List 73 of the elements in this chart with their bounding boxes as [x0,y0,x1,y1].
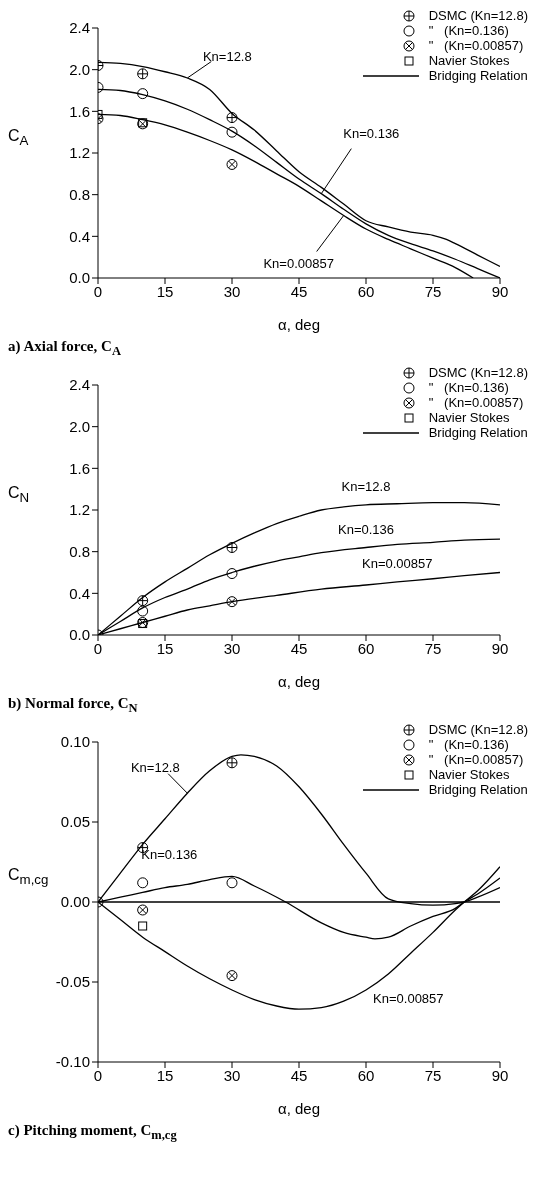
x-tick-label: 45 [290,1066,308,1084]
y-tick-label: 2.4 [69,376,90,394]
annotation: Kn=12.8 [341,479,391,495]
legend-label: Navier Stokes [428,410,510,425]
legend-label: Navier Stokes [428,53,510,68]
legend-label: " (Kn=0.136) [428,23,509,38]
x-tick-label: 30 [223,1066,241,1084]
legend-label: " (Kn=0.00857) [428,395,524,410]
legend-label: " (Kn=0.136) [428,737,509,752]
y-tick-label: 2.0 [69,417,90,435]
x-axis-title: α, deg [277,673,321,690]
y-tick-label: 1.6 [69,459,90,477]
annotation: Kn=0.136 [141,846,198,862]
text: c) Pitching moment, C$_{m,cg}$ [8,1122,178,1143]
y-tick-label: 1.6 [69,102,90,120]
y-tick-label: 2.0 [69,60,90,78]
annotation: Kn=12.8 [130,759,180,775]
y-tick-label: 0.4 [69,227,90,245]
x-tick-label: 30 [223,282,241,300]
legend-label: " (Kn=0.136) [428,380,509,395]
y-tick-label: -0.10 [55,1053,90,1071]
text: b) Normal force, C$_{N}$ [8,695,139,716]
annotation: Kn=0.136 [337,522,395,537]
y-tick-label: -0.05 [55,973,90,991]
annotation: Kn=0.136 [343,126,400,142]
y-tick-label: 2.4 [69,19,90,37]
x-tick-label: 75 [424,282,442,300]
y-tick-label: 0.8 [69,542,90,560]
x-tick-label: 75 [424,1066,442,1084]
x-tick-label: 30 [223,639,241,657]
x-tick-label: 45 [290,639,308,657]
x-tick-label: 0 [93,1066,103,1084]
x-tick-label: 45 [290,282,308,300]
y-axis-title: C$_{N}$ [8,483,30,505]
x-tick-label: 60 [357,1066,375,1084]
legend-label: Bridging Relation [428,425,528,440]
x-tick-label: 15 [156,639,174,657]
legend-label: Navier Stokes [428,767,510,782]
annotation: Kn=0.00857 [263,256,334,271]
legend-label: Bridging Relation [428,68,528,83]
x-tick-label: 0 [93,282,103,300]
x-tick-label: 90 [491,1066,509,1084]
x-tick-label: 60 [357,282,375,300]
x-tick-label: 15 [156,1066,174,1084]
x-axis-title: α, deg [277,1100,321,1117]
y-tick-label: 0.8 [69,185,90,203]
y-axis-title: C$_{A}$ [8,126,29,148]
x-tick-label: 60 [357,639,375,657]
y-tick-label: 0.00 [60,893,90,911]
annotation: Kn=0.00857 [373,990,444,1006]
annotation: Kn=0.00857 [362,556,433,572]
legend-label: " (Kn=0.00857) [428,752,524,767]
annotation: Kn=12.8 [202,48,252,64]
text: a) Axial force, C$_{A}$ [8,338,122,359]
y-tick-label: 0.4 [69,584,90,602]
legend-label: Bridging Relation [428,782,528,797]
y-tick-label: 1.2 [69,501,90,519]
x-tick-label: 15 [156,282,174,300]
legend-label: DSMC (Kn=12.8) [428,365,528,380]
x-tick-label: 90 [491,639,509,657]
y-tick-label: 0.0 [69,269,90,287]
y-tick-label: 1.2 [69,144,90,162]
y-tick-label: 0.05 [60,813,90,831]
x-tick-label: 75 [424,639,442,657]
legend-label: DSMC (Kn=12.8) [428,8,528,23]
legend-label: " (Kn=0.00857) [428,38,524,53]
y-tick-label: 0.0 [69,626,90,644]
x-axis-title: α, deg [277,316,321,333]
y-tick-label: 0.10 [60,733,90,751]
x-tick-label: 0 [93,639,103,657]
x-tick-label: 90 [491,282,509,300]
y-axis-title: C$_{m,cg}$ [8,866,49,888]
legend-label: DSMC (Kn=12.8) [428,722,528,737]
